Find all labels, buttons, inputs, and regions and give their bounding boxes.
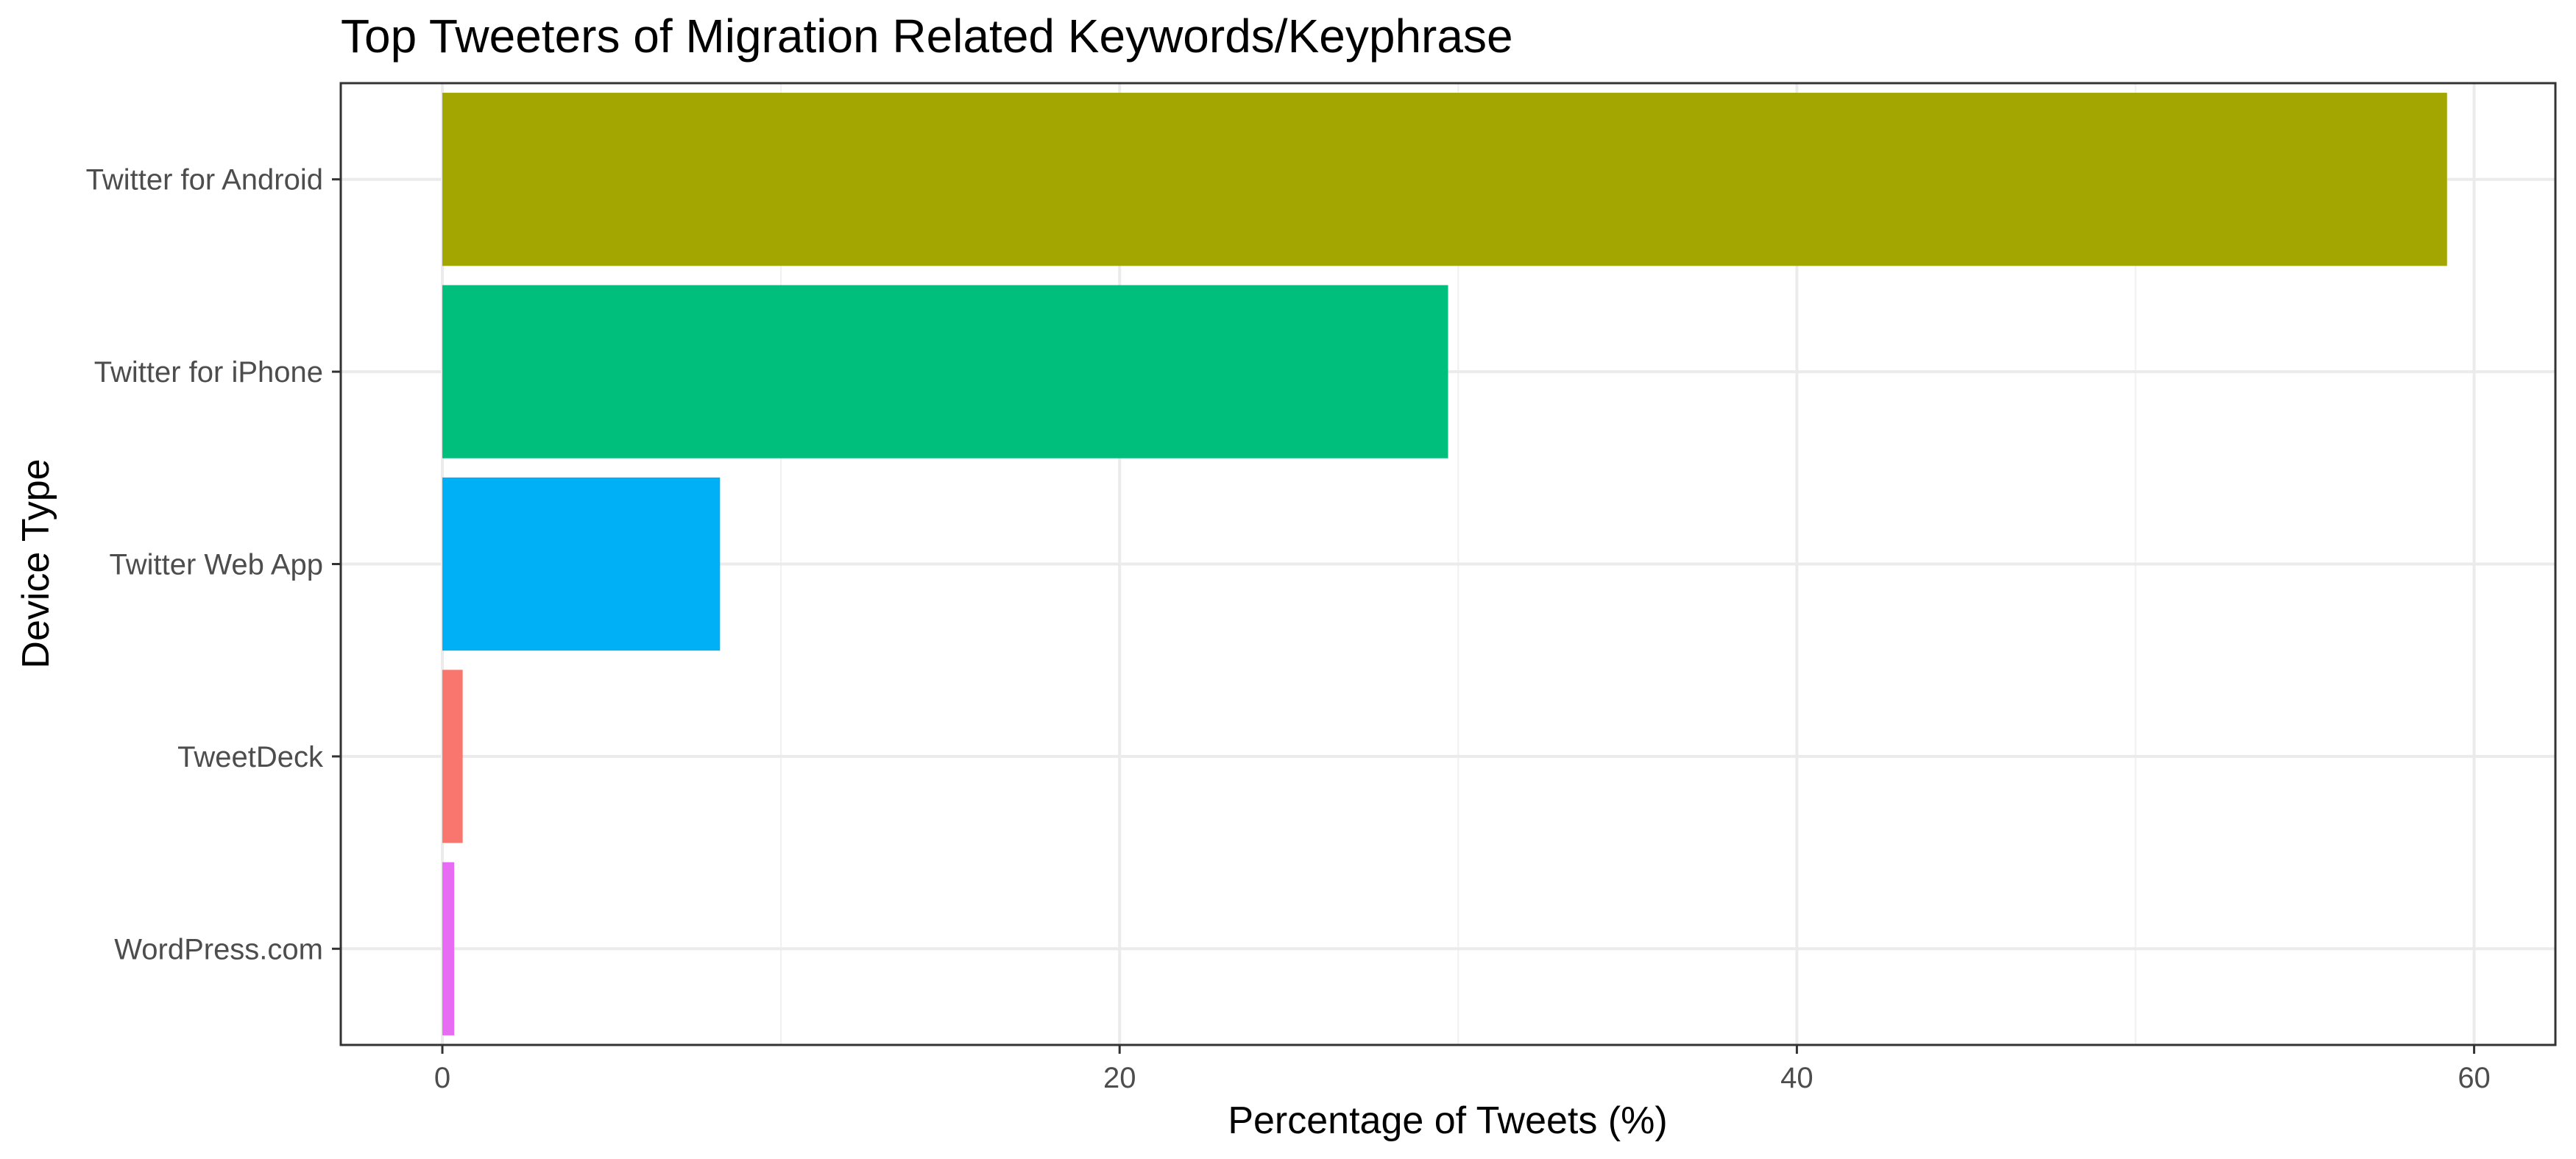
y-tick-label: Twitter for iPhone xyxy=(94,356,323,389)
bar xyxy=(442,862,455,1035)
y-tick-label: WordPress.com xyxy=(114,933,323,965)
bars xyxy=(442,93,2447,1035)
x-axis: 0 20 40 60 xyxy=(434,1045,2491,1094)
x-tick-label: 0 xyxy=(434,1062,450,1094)
y-tick-label: Twitter for Android xyxy=(86,164,323,196)
y-tick-label: Twitter Web App xyxy=(109,549,323,581)
y-axis-title: Device Type xyxy=(15,458,57,668)
bar xyxy=(442,477,721,651)
bar xyxy=(442,285,1448,458)
x-tick-label: 60 xyxy=(2458,1062,2491,1094)
bar xyxy=(442,670,463,843)
x-tick-label: 20 xyxy=(1103,1062,1136,1094)
y-axis: Twitter for Android Twitter for iPhone Twi… xyxy=(86,164,341,965)
chart-title: Top Tweeters of Migration Related Keywor… xyxy=(341,10,1513,63)
y-tick-label: TweetDeck xyxy=(177,741,324,773)
bar xyxy=(442,93,2447,266)
x-axis-title: Percentage of Tweets (%) xyxy=(1228,1099,1667,1142)
x-tick-label: 40 xyxy=(1780,1062,1814,1094)
